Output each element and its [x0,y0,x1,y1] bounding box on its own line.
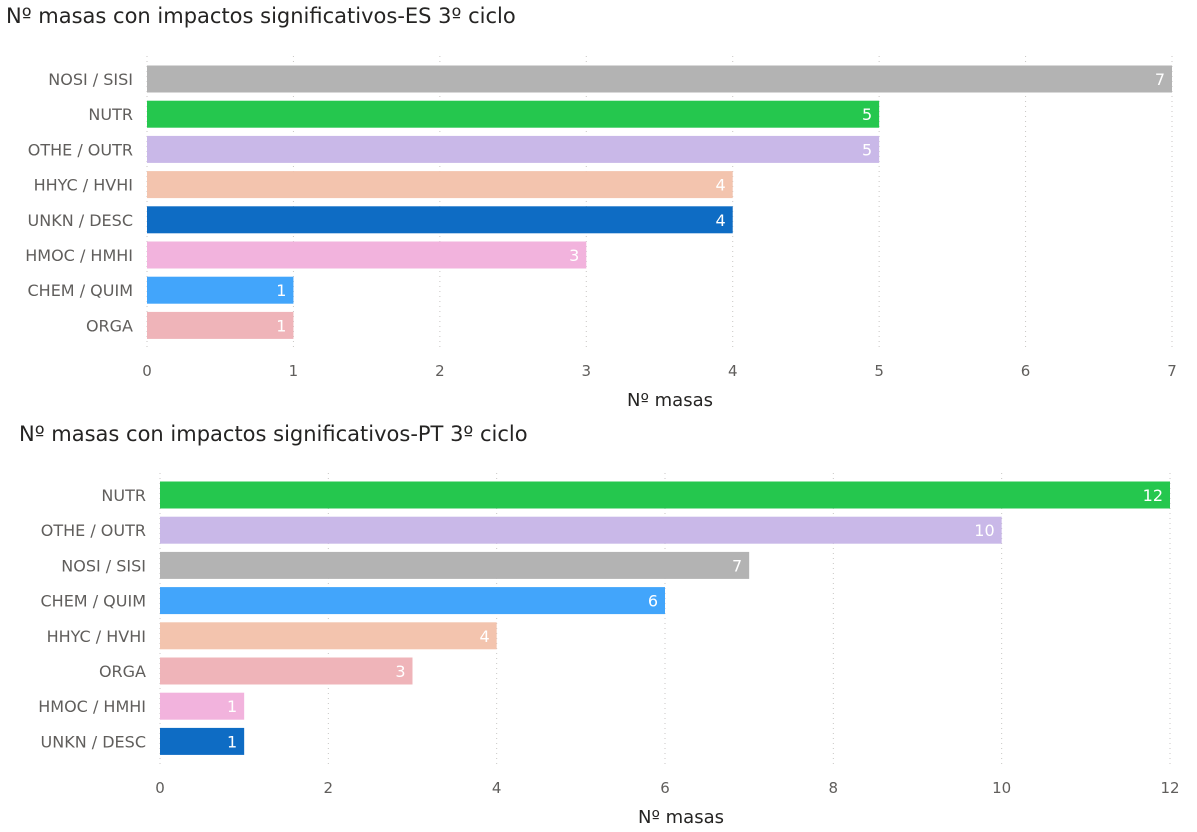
data-label-es-7: 1 [276,316,286,335]
category-label-pt-3: CHEM / QUIM [40,592,146,611]
category-label-es-1: NUTR [88,105,133,124]
data-label-es-5: 3 [569,246,579,265]
x-tick-label-es-5: 5 [874,362,884,380]
x-tick-label-pt-2: 2 [324,779,334,797]
category-label-pt-4: HHYC / HVHI [47,627,146,646]
data-label-pt-2: 7 [732,556,742,575]
x-tick-label-pt-0: 0 [155,779,165,797]
x-tick-label-pt-6: 6 [660,779,670,797]
data-label-pt-4: 4 [479,627,489,646]
data-label-pt-6: 1 [227,697,237,716]
data-label-es-6: 1 [276,281,286,300]
x-tick-label-pt-12: 12 [1160,779,1179,797]
bar-pt-0[interactable] [160,481,1170,509]
bar-es-5[interactable] [147,241,587,269]
chart-title-pt: Nº masas con impactos significativos-PT … [19,422,528,446]
data-label-es-1: 5 [862,105,872,124]
x-tick-label-es-4: 4 [728,362,738,380]
bar-es-7[interactable] [147,311,294,339]
data-label-es-2: 5 [862,140,872,159]
category-label-pt-2: NOSI / SISI [61,556,146,575]
bar-pt-2[interactable] [160,551,750,579]
bar-pt-4[interactable] [160,622,497,650]
bar-es-3[interactable] [147,171,733,199]
category-label-es-3: HHYC / HVHI [34,176,133,195]
data-label-pt-0: 12 [1143,486,1163,505]
x-tick-label-es-3: 3 [582,362,592,380]
bar-es-0[interactable] [147,65,1172,93]
data-label-pt-1: 10 [974,521,994,540]
category-label-es-5: HMOC / HMHI [25,246,133,265]
data-label-pt-3: 6 [648,592,658,611]
bar-pt-7[interactable] [160,727,245,755]
data-label-pt-5: 3 [395,662,405,681]
bar-pt-3[interactable] [160,587,665,615]
data-label-pt-7: 1 [227,732,237,751]
bar-pt-5[interactable] [160,657,413,685]
x-tick-label-es-0: 0 [142,362,152,380]
category-label-es-7: ORGA [86,316,133,335]
x-tick-label-es-7: 7 [1167,362,1177,380]
chart-title-es: Nº masas con impactos significativos-ES … [6,4,516,28]
x-tick-label-es-1: 1 [289,362,299,380]
category-label-pt-1: OTHE / OUTR [41,521,146,540]
x-axis-title-es: Nº masas [627,390,713,411]
bar-pt-1[interactable] [160,516,1002,544]
x-tick-label-pt-4: 4 [492,779,502,797]
category-label-pt-5: ORGA [99,662,146,681]
data-label-es-0: 7 [1155,70,1165,89]
category-label-pt-0: NUTR [101,486,146,505]
x-tick-label-pt-10: 10 [992,779,1011,797]
category-label-es-6: CHEM / QUIM [27,281,133,300]
category-label-pt-7: UNKN / DESC [41,732,146,751]
category-label-es-4: UNKN / DESC [28,211,133,230]
bar-es-4[interactable] [147,206,733,234]
x-tick-label-es-6: 6 [1021,362,1031,380]
x-axis-title-pt: Nº masas [638,807,724,828]
bar-pt-6[interactable] [160,692,245,720]
bar-es-1[interactable] [147,100,880,128]
category-label-es-0: NOSI / SISI [48,70,133,89]
bar-es-2[interactable] [147,135,880,163]
bar-chart-es: 0 1 2 3 4 5 6 7 Nº masas NOSI / SISI 7 NUTR 5 OTHE / … [25,56,1177,411]
x-tick-label-es-2: 2 [435,362,445,380]
category-label-pt-6: HMOC / HMHI [38,697,146,716]
x-tick-label-pt-8: 8 [829,779,839,797]
data-label-es-4: 4 [716,211,726,230]
bar-es-6[interactable] [147,276,294,304]
data-label-es-3: 4 [716,176,726,195]
category-label-es-2: OTHE / OUTR [28,140,133,159]
